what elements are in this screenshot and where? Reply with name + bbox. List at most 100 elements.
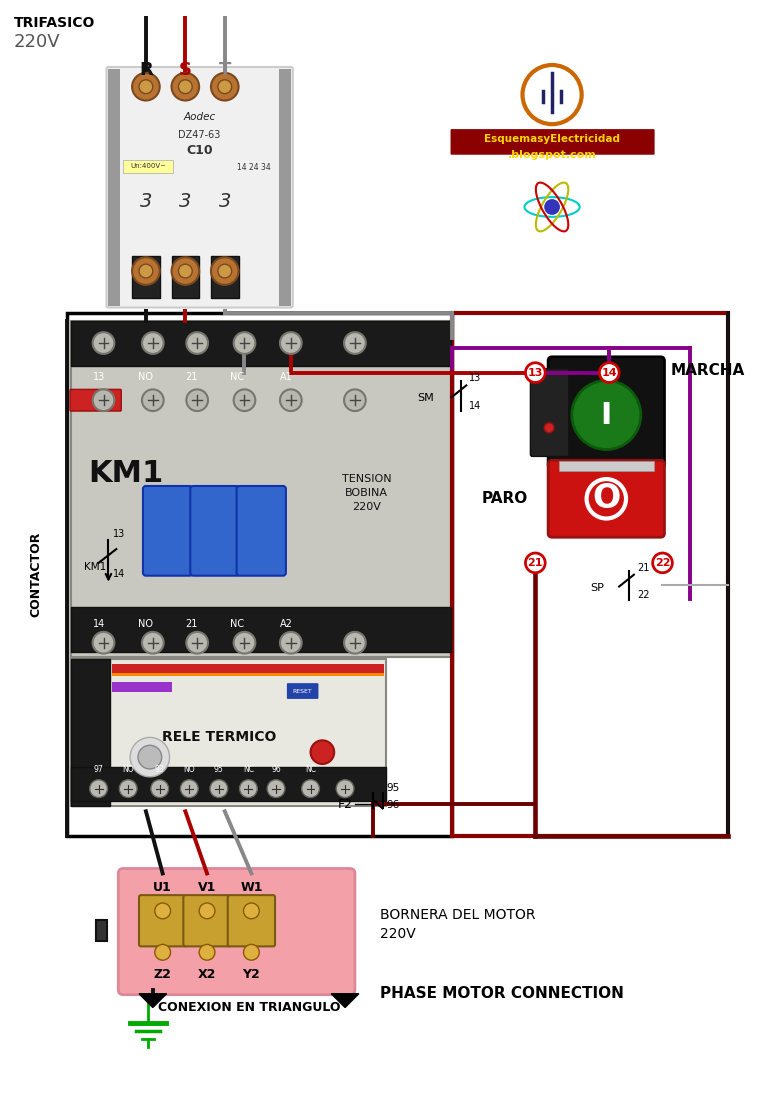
Circle shape bbox=[572, 380, 641, 449]
Text: PARO: PARO bbox=[481, 491, 527, 507]
Text: 220V: 220V bbox=[379, 926, 415, 940]
Text: CONTACTOR: CONTACTOR bbox=[29, 532, 42, 618]
Text: 13: 13 bbox=[469, 374, 482, 384]
Text: 93: 93 bbox=[155, 765, 165, 774]
Text: BORNERA DEL MOTOR: BORNERA DEL MOTOR bbox=[379, 908, 535, 922]
Text: 96: 96 bbox=[386, 801, 400, 811]
Bar bbox=[211, 256, 239, 297]
FancyBboxPatch shape bbox=[143, 486, 192, 576]
FancyBboxPatch shape bbox=[71, 322, 451, 657]
Text: A1: A1 bbox=[280, 373, 293, 383]
Circle shape bbox=[525, 363, 545, 383]
Bar bbox=[109, 69, 120, 306]
Circle shape bbox=[280, 389, 302, 411]
Text: TRIFASICO: TRIFASICO bbox=[14, 16, 95, 30]
Text: Un:400V~: Un:400V~ bbox=[130, 163, 166, 169]
Text: 21: 21 bbox=[527, 558, 543, 568]
Text: CONEXION EN TRIANGULO: CONEXION EN TRIANGULO bbox=[158, 1001, 340, 1015]
Circle shape bbox=[130, 737, 169, 776]
Text: 22: 22 bbox=[655, 558, 670, 568]
Text: NC: NC bbox=[305, 765, 316, 774]
FancyBboxPatch shape bbox=[71, 659, 386, 806]
Circle shape bbox=[172, 73, 199, 101]
FancyBboxPatch shape bbox=[236, 486, 286, 576]
Text: 21: 21 bbox=[637, 562, 649, 572]
Circle shape bbox=[344, 389, 366, 411]
FancyBboxPatch shape bbox=[548, 357, 664, 468]
Circle shape bbox=[186, 632, 208, 653]
Text: NO: NO bbox=[183, 765, 195, 774]
Bar bbox=[279, 69, 291, 306]
Circle shape bbox=[93, 333, 114, 354]
Circle shape bbox=[211, 257, 239, 285]
Circle shape bbox=[268, 780, 285, 797]
FancyBboxPatch shape bbox=[139, 895, 186, 946]
Circle shape bbox=[199, 945, 215, 960]
Circle shape bbox=[186, 389, 208, 411]
Circle shape bbox=[233, 333, 255, 354]
Text: 21: 21 bbox=[185, 619, 198, 629]
Text: 3: 3 bbox=[179, 192, 192, 211]
Text: 95: 95 bbox=[386, 783, 400, 793]
Text: C10: C10 bbox=[186, 144, 213, 156]
Text: 95: 95 bbox=[214, 765, 223, 774]
Circle shape bbox=[525, 553, 545, 572]
Text: Aodec: Aodec bbox=[183, 112, 216, 122]
Text: PHASE MOTOR CONNECTION: PHASE MOTOR CONNECTION bbox=[379, 986, 623, 1000]
Text: 14: 14 bbox=[601, 367, 617, 377]
FancyBboxPatch shape bbox=[287, 683, 318, 699]
Text: R: R bbox=[139, 61, 153, 79]
Bar bbox=[559, 461, 654, 471]
Polygon shape bbox=[139, 994, 166, 1007]
FancyBboxPatch shape bbox=[106, 67, 293, 307]
Text: NC: NC bbox=[230, 619, 244, 629]
Text: Z2: Z2 bbox=[154, 968, 172, 981]
Circle shape bbox=[155, 945, 170, 960]
Circle shape bbox=[139, 264, 153, 278]
Text: NO: NO bbox=[138, 373, 154, 383]
Circle shape bbox=[344, 632, 366, 653]
Text: 14 24 34: 14 24 34 bbox=[236, 163, 271, 172]
Bar bbox=[96, 919, 107, 942]
Text: 3: 3 bbox=[140, 192, 152, 211]
Circle shape bbox=[233, 632, 255, 653]
Circle shape bbox=[150, 780, 169, 797]
Text: T: T bbox=[219, 61, 231, 79]
Circle shape bbox=[155, 903, 170, 918]
Text: X2: X2 bbox=[198, 968, 216, 981]
Text: 220V: 220V bbox=[14, 33, 61, 51]
Text: TENSION
BOBINA
220V: TENSION BOBINA 220V bbox=[342, 475, 391, 512]
Circle shape bbox=[218, 264, 232, 278]
Circle shape bbox=[186, 333, 208, 354]
Circle shape bbox=[142, 333, 163, 354]
Circle shape bbox=[139, 80, 153, 93]
Circle shape bbox=[280, 632, 302, 653]
Circle shape bbox=[302, 780, 319, 797]
FancyBboxPatch shape bbox=[228, 895, 275, 946]
Circle shape bbox=[211, 73, 239, 101]
Circle shape bbox=[119, 780, 137, 797]
Circle shape bbox=[93, 389, 114, 411]
Bar bbox=[123, 160, 173, 173]
Bar bbox=[71, 322, 451, 366]
Text: 97: 97 bbox=[93, 765, 103, 774]
Text: S: S bbox=[179, 61, 192, 79]
Text: KM1: KM1 bbox=[84, 562, 106, 572]
Text: EsquemasyElectricidad: EsquemasyElectricidad bbox=[484, 134, 620, 144]
Text: DZ47-63: DZ47-63 bbox=[179, 130, 221, 140]
Text: NC: NC bbox=[230, 373, 244, 383]
Text: F2: F2 bbox=[338, 797, 353, 811]
Text: I: I bbox=[600, 400, 612, 429]
Text: 96: 96 bbox=[271, 765, 281, 774]
Text: W1: W1 bbox=[240, 882, 263, 894]
Circle shape bbox=[280, 333, 302, 354]
Circle shape bbox=[544, 423, 554, 433]
FancyBboxPatch shape bbox=[183, 895, 231, 946]
Circle shape bbox=[172, 257, 199, 285]
Text: RELE TERMICO: RELE TERMICO bbox=[162, 731, 276, 744]
Text: V1: V1 bbox=[198, 882, 216, 894]
FancyBboxPatch shape bbox=[530, 368, 568, 457]
Text: 13: 13 bbox=[113, 529, 125, 539]
Circle shape bbox=[142, 389, 163, 411]
Text: Y2: Y2 bbox=[242, 968, 260, 981]
